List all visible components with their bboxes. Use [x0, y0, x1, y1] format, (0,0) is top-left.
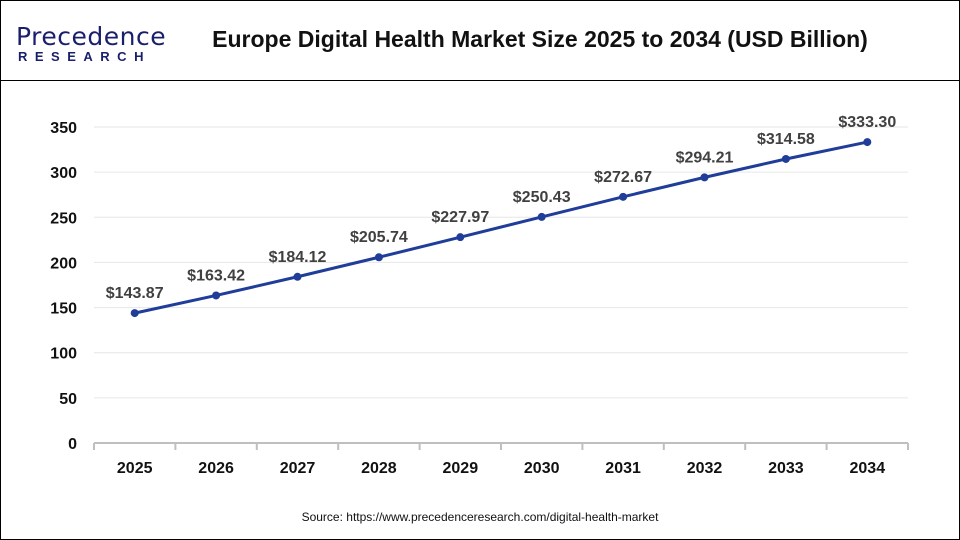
- data-point: [537, 212, 546, 221]
- data-label: $184.12: [269, 249, 327, 266]
- x-tick-label: 2031: [605, 460, 641, 477]
- data-point: [700, 173, 709, 182]
- data-point: [456, 233, 465, 242]
- chart-title: Europe Digital Health Market Size 2025 t…: [212, 26, 868, 52]
- data-label: $250.43: [513, 189, 571, 206]
- y-tick-label: 250: [50, 210, 77, 227]
- data-point: [374, 253, 383, 262]
- y-tick-label: 300: [50, 165, 77, 182]
- logo-main-text: Precedence: [16, 22, 167, 51]
- y-tick-label: 100: [50, 346, 77, 363]
- x-tick-label: 2033: [768, 460, 804, 477]
- x-tick-label: 2029: [443, 460, 479, 477]
- y-tick-label: 200: [50, 255, 77, 272]
- x-tick-label: 2030: [524, 460, 560, 477]
- data-label: $163.42: [187, 267, 245, 284]
- precedence-research-logo: Precedence RESEARCH: [16, 22, 167, 64]
- data-label: $333.30: [838, 114, 896, 131]
- data-label: $314.58: [757, 131, 815, 148]
- data-label: $143.87: [106, 285, 164, 302]
- data-point: [212, 291, 221, 300]
- data-point: [130, 309, 139, 318]
- logo-sub-text: RESEARCH: [18, 49, 151, 64]
- data-label: $205.74: [350, 229, 408, 246]
- y-tick-label: 50: [59, 391, 77, 408]
- data-point: [863, 138, 872, 147]
- data-label: $294.21: [676, 149, 734, 166]
- x-tick-label: 2026: [198, 460, 234, 477]
- y-tick-label: 350: [50, 120, 77, 137]
- data-point: [781, 154, 790, 163]
- x-tick-label: 2027: [280, 460, 316, 477]
- x-tick-label: 2025: [117, 460, 153, 477]
- header-divider: [0, 80, 960, 81]
- series-line: [134, 140, 868, 315]
- data-label: $227.97: [431, 209, 489, 226]
- data-label: $272.67: [594, 169, 652, 186]
- source-text: Source: https://www.precedenceresearch.c…: [301, 510, 659, 524]
- y-tick-label: 0: [68, 436, 77, 453]
- y-tick-label: 150: [50, 301, 77, 318]
- x-tick-label: 2032: [687, 460, 723, 477]
- data-point: [293, 272, 302, 281]
- data-point: [619, 192, 628, 201]
- x-tick-label: 2034: [850, 460, 886, 477]
- x-tick-label: 2028: [361, 460, 397, 477]
